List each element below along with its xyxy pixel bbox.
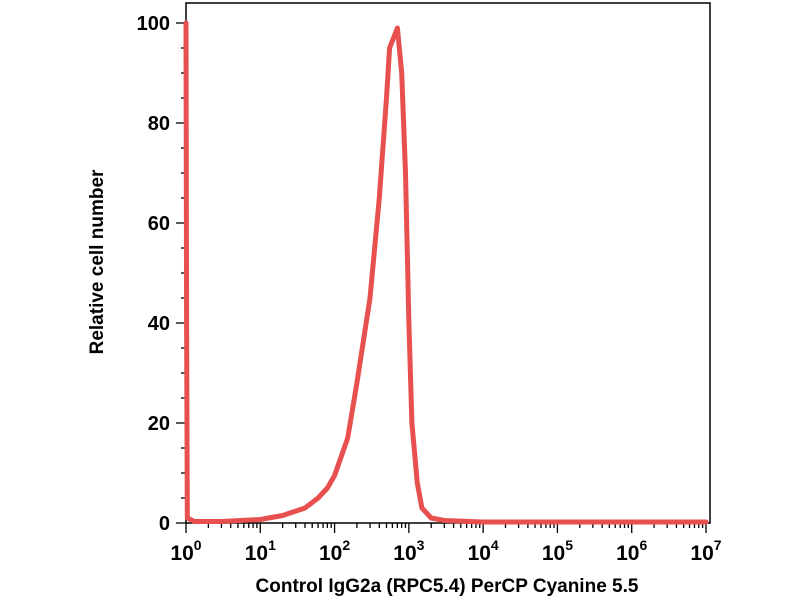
series-layer (183, 20, 709, 525)
x-tick-label: 104 (468, 537, 499, 565)
plot-border (185, 2, 711, 524)
y-tick-label: 0 (159, 513, 170, 535)
y-tick-label: 40 (148, 313, 170, 335)
y-tick-label: 80 (148, 113, 170, 135)
x-tick-base: 10 (245, 542, 268, 565)
x-tick-base: 10 (170, 542, 193, 565)
x-tick-exponent: 2 (342, 537, 350, 553)
x-tick-label: 105 (542, 537, 573, 565)
x-axis-title: Control IgG2a (RPC5.4) PerCP Cyanine 5.5 (256, 576, 639, 597)
x-tick-label: 102 (319, 537, 350, 565)
y-axis-ticks: 0 20 40 60 80 100 (137, 13, 186, 535)
x-tick-label: 100 (170, 537, 201, 565)
x-tick-exponent: 7 (714, 537, 722, 553)
x-tick-label: 103 (393, 537, 424, 565)
x-tick-base: 10 (393, 542, 416, 565)
x-tick-exponent: 6 (639, 537, 647, 553)
x-tick-exponent: 5 (565, 537, 573, 553)
x-tick-base: 10 (542, 542, 565, 565)
y-tick-label: 60 (148, 213, 170, 235)
histogram-series-line (183, 20, 709, 525)
y-tick-label: 20 (148, 413, 170, 435)
x-axis-ticks: 100 101 102 103 104 105 106 107 (170, 523, 722, 565)
x-tick-label: 106 (616, 537, 647, 565)
x-tick-base: 10 (616, 542, 639, 565)
x-tick-exponent: 4 (491, 537, 499, 553)
x-tick-label: 107 (690, 537, 721, 565)
y-tick-label: 100 (137, 13, 170, 35)
x-tick-exponent: 3 (417, 537, 425, 553)
x-tick-label: 101 (245, 537, 276, 565)
plot-frame (185, 2, 711, 524)
x-tick-exponent: 1 (268, 537, 276, 553)
x-tick-base: 10 (468, 542, 491, 565)
x-tick-base: 10 (690, 542, 713, 565)
y-axis-title: Relative cell number (87, 169, 108, 354)
x-tick-exponent: 0 (194, 537, 202, 553)
x-tick-base: 10 (319, 542, 342, 565)
